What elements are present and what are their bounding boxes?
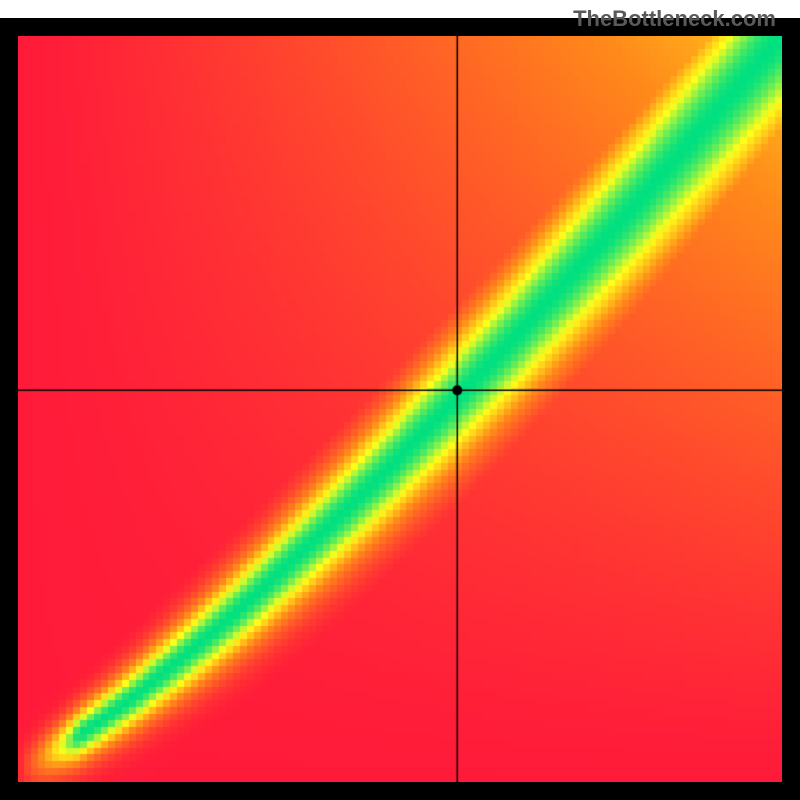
chart-container: { "watermark": { "text": "TheBottleneck.… <box>0 0 800 800</box>
watermark-text: TheBottleneck.com <box>573 6 776 32</box>
bottleneck-heatmap <box>18 36 782 782</box>
frame-right <box>782 18 800 800</box>
frame-bottom <box>0 782 800 800</box>
frame-left <box>0 18 18 800</box>
